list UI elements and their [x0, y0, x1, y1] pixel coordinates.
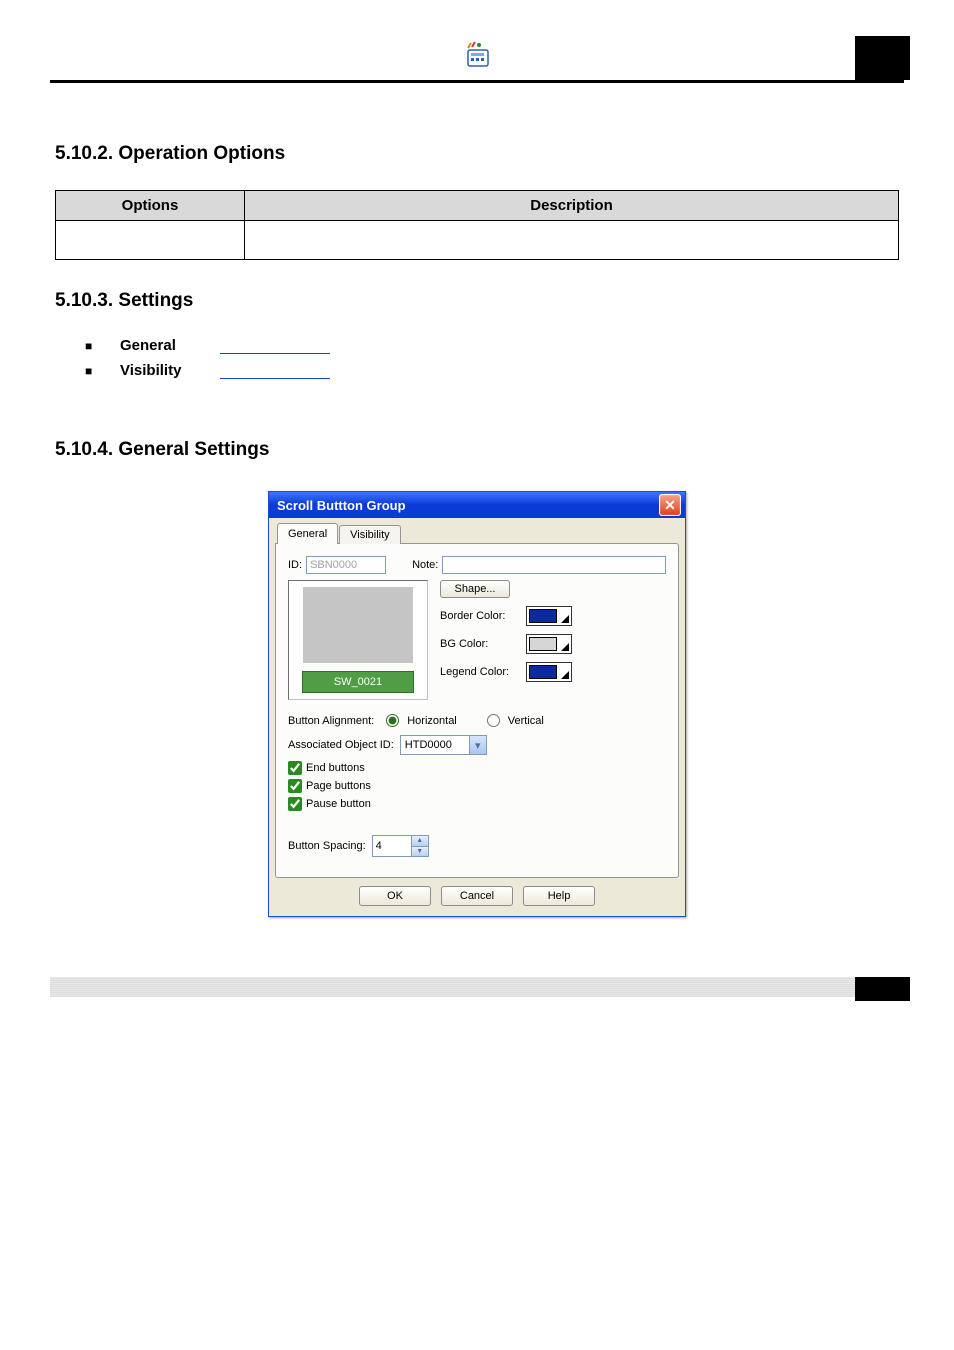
header-black-box: [855, 36, 910, 80]
dialog-body: General Visibility ID: Note:: [269, 518, 685, 916]
table-row: [56, 221, 899, 260]
options-col-header: Options: [56, 191, 245, 221]
dialog-footer: OK Cancel Help: [275, 878, 679, 910]
close-icon: ✕: [664, 497, 676, 514]
associated-object-combo[interactable]: HTD0000 ▾: [400, 735, 487, 755]
associated-object-value: HTD0000: [401, 739, 469, 751]
page-footer-band: [50, 977, 904, 997]
legend-color-swatch: [529, 665, 557, 679]
tab-visibility[interactable]: Visibility: [339, 525, 401, 544]
border-color-picker[interactable]: [526, 606, 572, 626]
description-cell: [245, 221, 899, 260]
alignment-horizontal-radio[interactable]: [386, 714, 399, 727]
shape-properties: Shape... Border Color: BG Color:: [440, 580, 666, 700]
associated-object-label: Associated Object ID:: [288, 739, 394, 751]
section-title: Settings: [118, 290, 193, 311]
bullet-square-icon: ■: [85, 339, 95, 353]
bullet-general: ■ General: [85, 337, 899, 354]
pause-button-row: Pause button: [288, 797, 666, 811]
section-heading-general-settings: 5.10.4. General Settings: [55, 439, 899, 461]
shape-preview: SW_0021: [288, 580, 428, 700]
header-icon: [462, 40, 492, 75]
id-row: ID: Note:: [288, 556, 666, 574]
end-buttons-label: End buttons: [306, 762, 365, 774]
bg-color-label: BG Color:: [440, 638, 520, 650]
close-button[interactable]: ✕: [659, 494, 681, 516]
description-col-header: Description: [245, 191, 899, 221]
shape-button[interactable]: Shape...: [440, 580, 510, 598]
section-heading-settings: 5.10.3. Settings: [55, 290, 899, 312]
id-field[interactable]: [306, 556, 386, 574]
link-general[interactable]: [220, 353, 330, 354]
dialog-title: Scroll Buttton Group: [277, 498, 406, 513]
settings-bullets: ■ General ■ Visibility: [85, 337, 899, 379]
tab-strip: General Visibility: [277, 523, 679, 544]
preview-label-band: SW_0021: [302, 671, 414, 693]
section-number: 5.10.4.: [55, 439, 113, 460]
button-spacing-spinner[interactable]: ▲ ▼: [372, 835, 429, 857]
end-buttons-row: End buttons: [288, 761, 666, 775]
tab-general[interactable]: General: [277, 523, 338, 544]
dropdown-triangle-icon: [561, 643, 569, 651]
bullet-square-icon: ■: [85, 364, 95, 378]
help-button[interactable]: Help: [523, 886, 595, 906]
section-number: 5.10.3.: [55, 290, 113, 311]
spin-down-icon[interactable]: ▼: [412, 846, 428, 857]
alignment-horizontal-label: Horizontal: [407, 715, 457, 727]
page-buttons-label: Page buttons: [306, 780, 371, 792]
ok-button[interactable]: OK: [359, 886, 431, 906]
note-field[interactable]: [442, 556, 666, 574]
id-label: ID:: [288, 559, 302, 571]
alignment-vertical-radio[interactable]: [487, 714, 500, 727]
button-alignment-row: Button Alignment: Horizontal Vertical: [288, 714, 666, 727]
spin-up-icon[interactable]: ▲: [412, 836, 428, 846]
section-title: General Settings: [118, 439, 269, 460]
note-label: Note:: [412, 559, 438, 571]
associated-object-row: Associated Object ID: HTD0000 ▾: [288, 735, 666, 755]
section-title: Operation Options: [118, 143, 285, 164]
border-color-swatch: [529, 609, 557, 623]
shape-preview-block: SW_0021 Shape... Border Color:: [288, 580, 666, 700]
tab-panel-general: ID: Note: SW_0021: [275, 543, 679, 878]
button-spacing-input[interactable]: [373, 836, 411, 856]
bullet-label-general: General: [120, 337, 210, 354]
page-buttons-row: Page buttons: [288, 779, 666, 793]
bg-color-swatch: [529, 637, 557, 651]
section-number: 5.10.2.: [55, 143, 113, 164]
bg-color-picker[interactable]: [526, 634, 572, 654]
page-content: 5.10.2. Operation Options Options Descri…: [0, 83, 954, 917]
dialog-scroll-button-group: Scroll Buttton Group ✕ General Visibilit…: [268, 491, 686, 917]
alignment-label: Button Alignment:: [288, 715, 374, 727]
button-spacing-label: Button Spacing:: [288, 840, 366, 852]
page: 5.10.2. Operation Options Options Descri…: [0, 0, 954, 1037]
end-buttons-checkbox[interactable]: [288, 761, 302, 775]
alignment-vertical-label: Vertical: [508, 715, 544, 727]
bullet-label-visibility: Visibility: [120, 362, 210, 379]
dialog-titlebar[interactable]: Scroll Buttton Group ✕: [269, 492, 685, 518]
section-heading-operation-options: 5.10.2. Operation Options: [55, 143, 899, 165]
options-cell: [56, 221, 245, 260]
dropdown-triangle-icon: [561, 671, 569, 679]
bullet-visibility: ■ Visibility: [85, 362, 899, 379]
options-table: Options Description: [55, 190, 899, 260]
legend-color-picker[interactable]: [526, 662, 572, 682]
page-buttons-checkbox[interactable]: [288, 779, 302, 793]
chevron-down-icon: ▾: [469, 736, 486, 754]
preview-code: SW_0021: [334, 676, 382, 688]
border-color-label: Border Color:: [440, 610, 520, 622]
page-header: [50, 0, 904, 83]
cancel-button[interactable]: Cancel: [441, 886, 513, 906]
footer-black-box: [855, 977, 910, 1001]
dropdown-triangle-icon: [561, 615, 569, 623]
preview-graybox: [303, 587, 413, 663]
link-visibility[interactable]: [220, 378, 330, 379]
pause-button-label: Pause button: [306, 798, 371, 810]
legend-color-label: Legend Color:: [440, 666, 520, 678]
pause-button-checkbox[interactable]: [288, 797, 302, 811]
button-spacing-row: Button Spacing: ▲ ▼: [288, 835, 666, 857]
